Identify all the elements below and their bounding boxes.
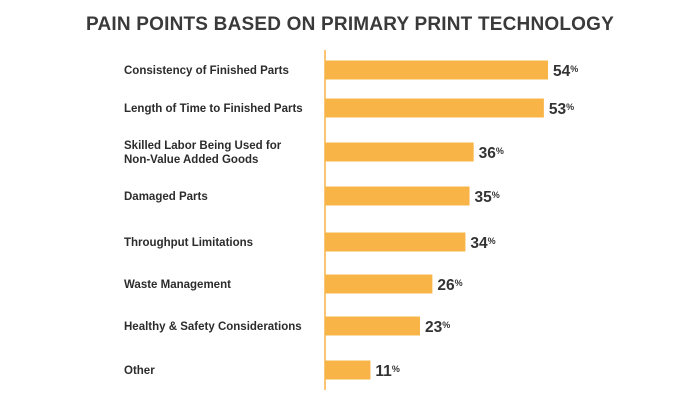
bar [325, 274, 433, 294]
bar [325, 60, 548, 80]
category-label: Length of Time to Finished Parts [124, 103, 303, 115]
data-label: 23% [425, 319, 450, 336]
bar [325, 186, 470, 206]
category-label: Healthy & Safety Considerations [124, 321, 302, 333]
category-label: Consistency of Finished Parts [124, 65, 289, 77]
bar [325, 360, 371, 380]
category-label: Skilled Labor Being Used for Non-Value Ad… [124, 140, 282, 166]
category-label: Damaged Parts [124, 191, 208, 203]
category-label: Other [124, 365, 155, 377]
data-label: 54% [553, 63, 578, 80]
data-label: 34% [470, 235, 495, 252]
data-label: 35% [475, 189, 500, 206]
category-label: Waste Management [124, 279, 231, 291]
bar [325, 316, 420, 336]
category-label: Throughput Limitations [124, 237, 253, 249]
bar [325, 142, 474, 162]
bar [325, 232, 466, 252]
bar [325, 98, 544, 118]
data-label: 53% [549, 101, 574, 118]
chart-title: PAIN POINTS BASED ON PRIMARY PRINT TECHN… [85, 14, 615, 35]
data-label: 36% [479, 145, 504, 162]
data-label: 26% [437, 277, 462, 294]
data-label: 11% [375, 363, 399, 380]
